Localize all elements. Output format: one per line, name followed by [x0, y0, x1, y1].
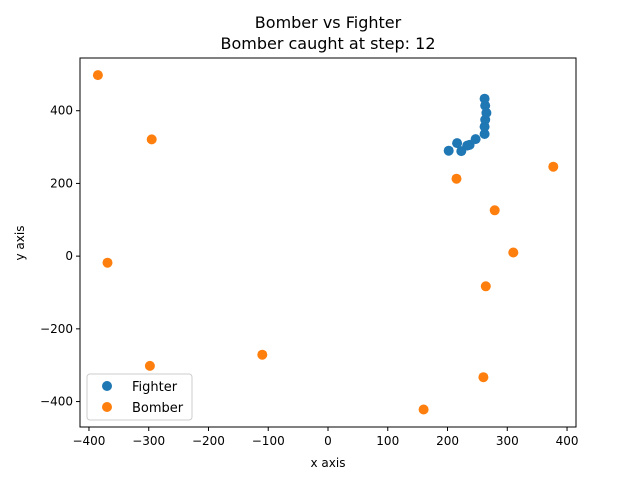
x-tick-label: −300	[132, 434, 165, 448]
fighter-point-0	[443, 145, 454, 156]
legend-label-bomber: Bomber	[132, 401, 184, 416]
legend-marker-bomber	[102, 402, 112, 412]
bomber-point-11	[548, 161, 559, 172]
fighter-point-11	[479, 93, 490, 104]
y-tick-label: −400	[40, 395, 73, 409]
bomber-point-8	[480, 281, 491, 292]
x-tick-label: −400	[72, 434, 105, 448]
y-tick-label: 0	[65, 249, 73, 263]
bomber-point-7	[478, 372, 489, 383]
bomber-point-9	[489, 205, 500, 216]
y-tick-label: 200	[50, 176, 73, 190]
y-tick-label: −200	[40, 322, 73, 336]
x-tick-label: 300	[496, 434, 519, 448]
x-tick-label: 0	[324, 434, 332, 448]
plot-area	[92, 70, 559, 415]
bomber-point-1	[146, 134, 157, 145]
chart-title: Bomber vs Fighter	[255, 13, 402, 32]
bomber-point-5	[418, 404, 429, 415]
legend-box	[86, 373, 193, 421]
bomber-point-3	[144, 360, 155, 371]
fighter-point-1	[452, 138, 463, 149]
bomber-point-10	[508, 247, 519, 258]
legend-marker-fighter	[102, 381, 112, 391]
x-tick-label: 200	[436, 434, 459, 448]
x-axis-ticks: −400 −300 −200 −100 0 100 200 300 400	[72, 427, 578, 448]
legend-label-fighter: Fighter	[132, 380, 178, 395]
y-tick-label: 400	[50, 104, 73, 118]
y-axis-ticks: −400 −200 0 200 400	[40, 104, 80, 409]
fighter-point-6	[479, 129, 490, 139]
bomber-point-6	[451, 173, 462, 184]
bomber-point-2	[102, 257, 113, 268]
fighter-point-5	[470, 134, 481, 145]
x-axis-label: x axis	[311, 456, 346, 470]
bomber-point-0	[92, 70, 103, 81]
bomber-point-4	[257, 349, 268, 360]
x-tick-label: 100	[376, 434, 399, 448]
x-tick-label: −100	[252, 434, 285, 448]
x-tick-label: −200	[192, 434, 225, 448]
y-axis-label: y axis	[13, 226, 27, 261]
legend: Fighter Bomber	[86, 373, 193, 421]
x-tick-label: 400	[556, 434, 579, 448]
chart-subtitle: Bomber caught at step: 12	[220, 34, 435, 53]
